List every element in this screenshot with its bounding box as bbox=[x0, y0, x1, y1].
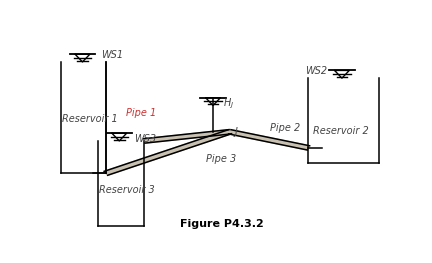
Polygon shape bbox=[104, 130, 232, 175]
Text: WS1: WS1 bbox=[101, 50, 123, 60]
Text: Reservoir 3: Reservoir 3 bbox=[99, 185, 155, 195]
Polygon shape bbox=[144, 130, 230, 143]
Text: Reservoir 2: Reservoir 2 bbox=[314, 126, 369, 136]
Polygon shape bbox=[229, 130, 310, 150]
Text: Reservoir 1: Reservoir 1 bbox=[62, 114, 118, 124]
Text: Pipe 2: Pipe 2 bbox=[270, 123, 300, 133]
Text: Pipe 1: Pipe 1 bbox=[126, 108, 156, 118]
Text: $H_J$: $H_J$ bbox=[223, 96, 234, 111]
Text: Figure P4.3.2: Figure P4.3.2 bbox=[180, 219, 263, 229]
Text: J: J bbox=[234, 127, 237, 137]
Text: Pipe 3: Pipe 3 bbox=[206, 154, 237, 164]
Text: WS3: WS3 bbox=[134, 134, 156, 144]
Text: WS2: WS2 bbox=[305, 66, 327, 76]
